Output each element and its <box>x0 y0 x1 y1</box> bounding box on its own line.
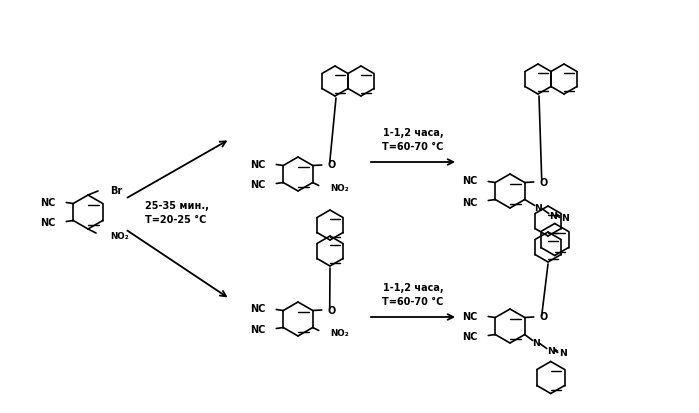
Text: 1-1,2 часа,
T=60-70 °C: 1-1,2 часа, T=60-70 °C <box>382 128 444 152</box>
Text: NC: NC <box>40 197 55 207</box>
Text: NO₂: NO₂ <box>331 328 350 337</box>
Text: NC: NC <box>250 180 266 190</box>
Text: N: N <box>549 211 556 221</box>
Text: NC: NC <box>250 325 266 335</box>
Text: NC: NC <box>462 197 477 207</box>
Text: O: O <box>328 160 336 170</box>
Text: O: O <box>540 312 548 322</box>
Text: N: N <box>547 346 554 355</box>
Text: N: N <box>559 348 567 357</box>
Text: N: N <box>532 338 540 347</box>
Text: 25-35 мин.,
T=20-25 °C: 25-35 мин., T=20-25 °C <box>145 201 209 224</box>
Text: NC: NC <box>250 304 266 314</box>
Text: N: N <box>534 204 542 212</box>
Text: NC: NC <box>462 311 477 321</box>
Text: 1-1,2 часа,
T=60-70 °C: 1-1,2 часа, T=60-70 °C <box>382 282 444 306</box>
Text: Br: Br <box>110 185 122 195</box>
Text: NO₂: NO₂ <box>331 183 350 192</box>
Text: N: N <box>561 214 568 223</box>
Text: O: O <box>540 177 548 187</box>
Text: NC: NC <box>462 332 477 342</box>
Text: NO₂: NO₂ <box>110 232 129 241</box>
Text: O: O <box>328 305 336 315</box>
Text: NC: NC <box>462 176 477 186</box>
Text: NC: NC <box>40 218 55 228</box>
Text: NC: NC <box>250 159 266 169</box>
